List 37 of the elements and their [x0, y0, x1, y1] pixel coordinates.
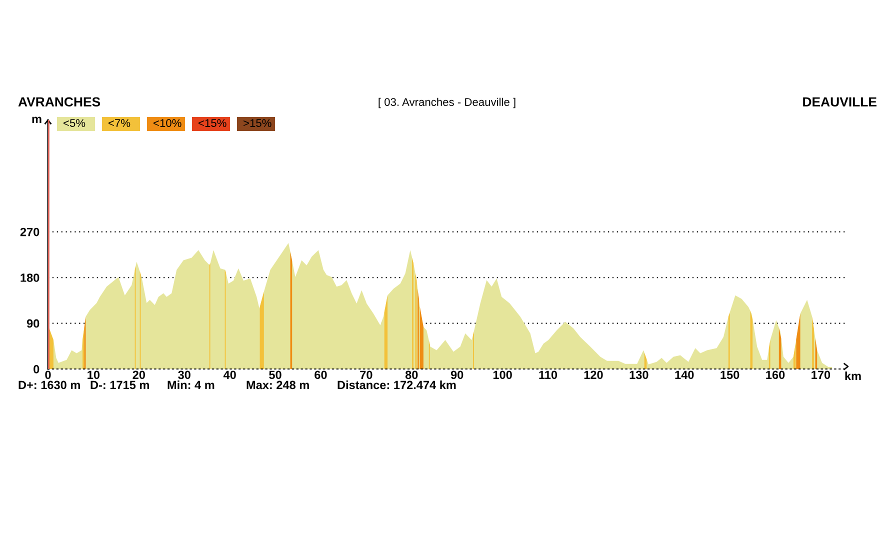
y-tick-label: 180	[20, 274, 40, 282]
x-tick-label: 170	[812, 370, 830, 380]
x-tick-label: 0	[45, 370, 51, 380]
text: Distance: 172.474 km	[338, 380, 456, 390]
chart-title: [ 03. Avranches - Deauville ]	[378, 98, 516, 108]
x-tick-label: 110	[539, 370, 558, 380]
y-tick-label: 270	[20, 228, 40, 236]
x-tick-label: 20	[132, 370, 145, 380]
x-tick-label: 90	[450, 370, 464, 380]
legend-label: >15%	[244, 119, 272, 127]
legend-label: <10%	[154, 119, 182, 127]
text: Min: 4 m	[168, 380, 214, 390]
text: D-: 1715 m	[90, 380, 149, 390]
x-tick-label: 120	[584, 370, 603, 380]
legend-label: <7%	[108, 119, 130, 127]
x-tick-label: 50	[269, 370, 282, 380]
text: DEAUVILLE	[803, 97, 876, 107]
y-tick-label: 0	[34, 365, 40, 374]
text: Max: 248 m	[246, 380, 309, 390]
x-tick-label: 130	[630, 370, 648, 380]
x-tick-label: 40	[223, 370, 236, 380]
x-tick-label: 80	[405, 370, 418, 380]
x-tick-label: 30	[178, 370, 190, 380]
x-tick-label: 10	[88, 370, 100, 380]
x-tick-label: 70	[360, 370, 372, 380]
text: AVRANCHES	[18, 97, 100, 107]
text: D+: 1630 m	[18, 380, 80, 390]
legend-label: <5%	[64, 119, 86, 127]
legend-label: <15%	[198, 119, 226, 127]
y-tick-label: 90	[26, 319, 40, 328]
x-tick-label: 100	[493, 370, 512, 380]
x-tick-label: 160	[766, 370, 785, 380]
x-tick-label: 60	[314, 370, 327, 380]
x-axis-title: km	[845, 372, 861, 380]
x-tick-label: 140	[675, 370, 694, 380]
x-tick-label: 150	[720, 370, 740, 380]
y-axis-title: m	[32, 116, 42, 124]
